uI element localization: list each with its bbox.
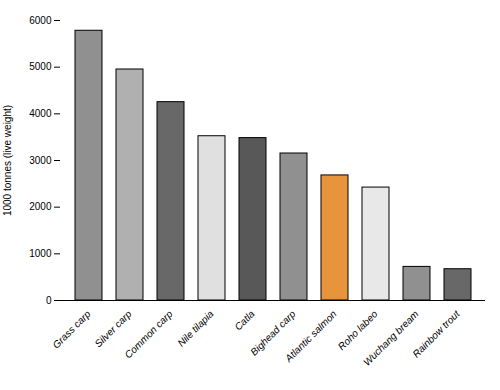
svg-text:Common carp: Common carp: [122, 308, 174, 360]
svg-text:Grass carp: Grass carp: [50, 308, 93, 351]
svg-text:Wuchang bream: Wuchang bream: [361, 308, 421, 368]
svg-text:Bighead carp: Bighead carp: [248, 308, 298, 358]
svg-text:0: 0: [46, 295, 52, 306]
svg-text:Rainbow trout: Rainbow trout: [410, 307, 462, 359]
svg-text:Silver carp: Silver carp: [92, 308, 133, 349]
svg-text:1000: 1000: [29, 248, 52, 259]
svg-text:Roho labeo: Roho labeo: [336, 308, 380, 352]
svg-text:Catla: Catla: [232, 308, 257, 333]
svg-text:1000 tonnes (live weight): 1000 tonnes (live weight): [2, 105, 13, 216]
svg-text:5000: 5000: [29, 61, 52, 72]
svg-text:3000: 3000: [29, 155, 52, 166]
svg-text:Nile tilapia: Nile tilapia: [175, 308, 216, 349]
svg-text:6000: 6000: [29, 15, 52, 26]
svg-text:2000: 2000: [29, 201, 52, 212]
svg-text:Atlantic salmon: Atlantic salmon: [282, 308, 339, 365]
svg-text:4000: 4000: [29, 108, 52, 119]
